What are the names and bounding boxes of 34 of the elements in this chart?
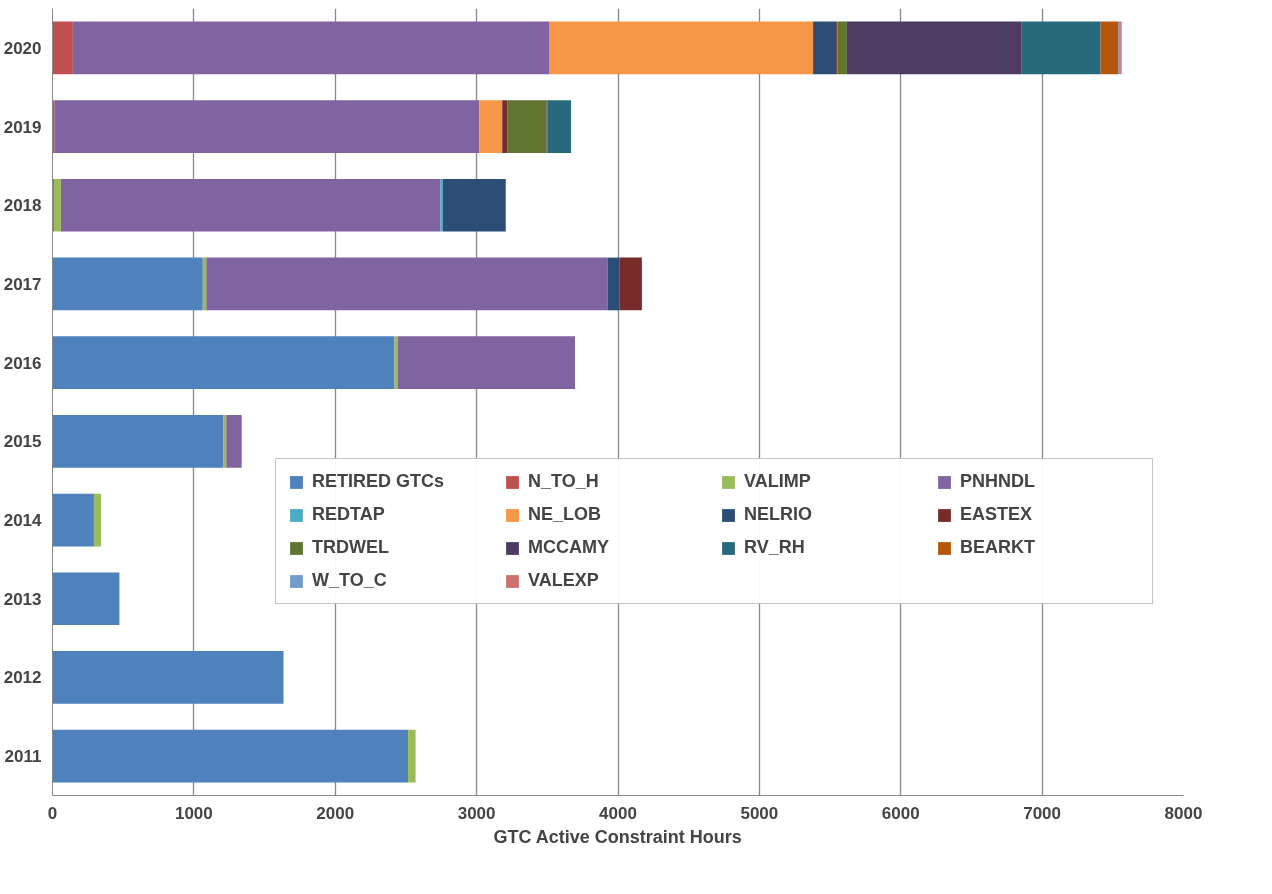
y-tick-label: 2014	[3, 511, 43, 531]
legend-label: TRDWEL	[312, 537, 390, 558]
x-axis-title: GTC Active Constraint Hours	[493, 826, 742, 847]
legend-label: NELRIO	[744, 504, 813, 525]
legend-label: BEARKT	[960, 537, 1036, 558]
y-tick-label: 2016	[3, 353, 42, 373]
legend-label: PNHNDL	[960, 471, 1036, 492]
y-tick-label: 2015	[3, 432, 42, 452]
y-tick-label: 2020	[3, 38, 42, 58]
legend-label: VALIMP	[744, 471, 812, 492]
x-tick-label: 0	[47, 803, 58, 823]
y-tick-label: 2013	[3, 589, 42, 609]
legend-label: MCCAMY	[528, 537, 610, 558]
x-tick-label: 6000	[881, 803, 920, 823]
x-tick-label: 1000	[174, 803, 213, 823]
x-tick-label: 4000	[599, 803, 637, 823]
legend-label: W_TO_C	[312, 570, 388, 591]
legend-label: RETIRED GTCs	[312, 471, 445, 492]
x-tick-label: 2000	[316, 803, 355, 823]
y-tick-label: 2011	[4, 747, 42, 767]
y-tick-label: 2018	[3, 196, 42, 216]
legend-label: VALEXP	[528, 570, 600, 591]
x-tick-label: 7000	[1023, 803, 1062, 823]
y-tick-label: 2019	[3, 117, 42, 137]
x-tick-label: 5000	[740, 803, 779, 823]
legend-label: N_TO_H	[528, 471, 600, 492]
legend-label: RV_RH	[744, 537, 806, 558]
y-tick-label: 2017	[3, 274, 42, 294]
legend-label: REDTAP	[312, 504, 386, 525]
legend-label: NE_LOB	[528, 504, 602, 525]
x-tick-label: 3000	[457, 803, 496, 823]
x-tick-label: 8000	[1164, 803, 1203, 823]
legend-label: EASTEX	[960, 504, 1034, 525]
y-tick-label: 2012	[3, 668, 42, 688]
